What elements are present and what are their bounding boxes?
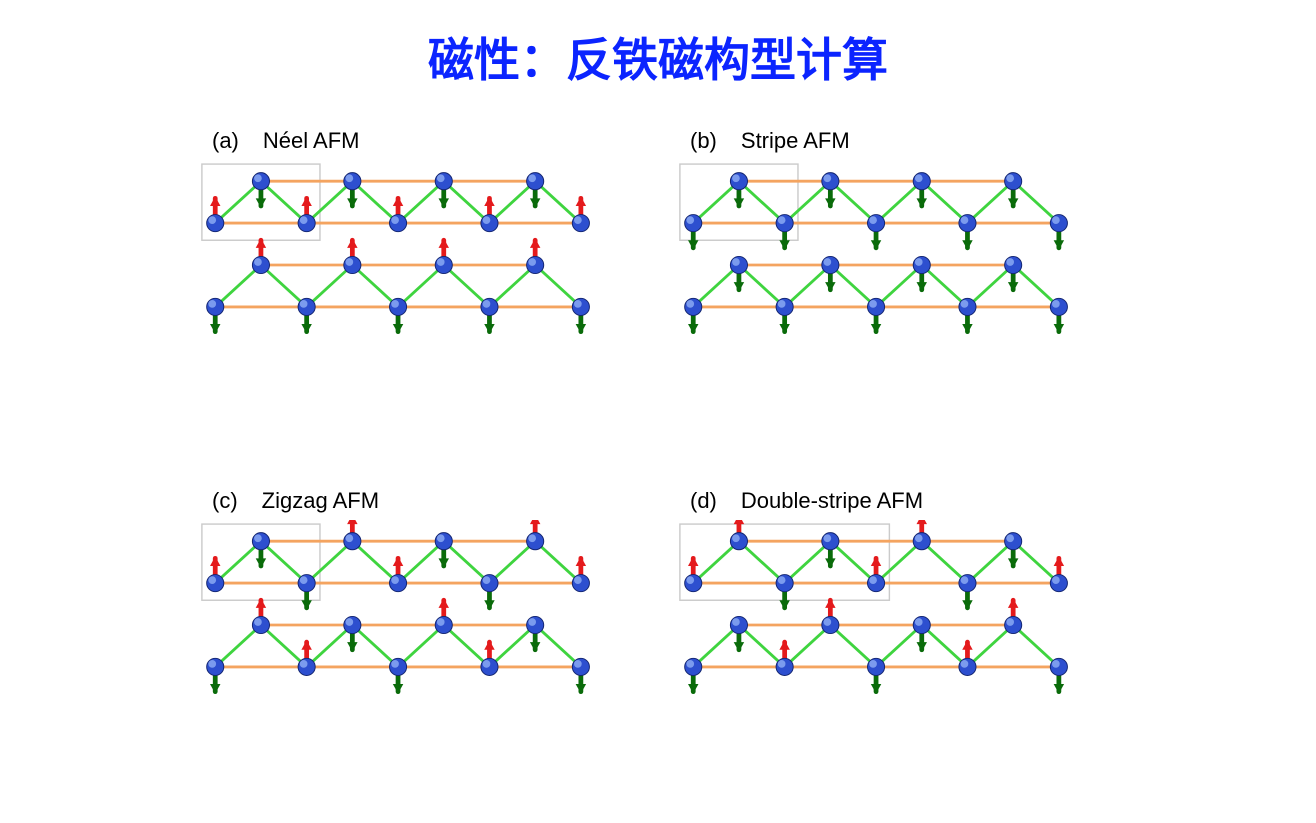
panel-a: (a) Néel AFM: [200, 132, 638, 432]
lattice-diagram: [678, 160, 1116, 410]
page-title: 磁性：反铁磁构型计算: [0, 0, 1316, 90]
panel-b: (b) Stripe AFM: [678, 132, 1116, 432]
panel-d: (d) Double-stripe AFM: [678, 492, 1116, 792]
panel-c: (c) Zigzag AFM: [200, 492, 638, 792]
panel-letter: (b): [690, 128, 717, 154]
panel-letter: (c): [212, 488, 238, 514]
panel-name: Stripe AFM: [741, 128, 850, 154]
panel-name: Double-stripe AFM: [741, 488, 923, 514]
lattice-diagram: [200, 520, 638, 770]
lattice-diagram: [200, 160, 638, 410]
panel-name: Zigzag AFM: [262, 488, 379, 514]
panel-grid: (a) Néel AFM (b) Stripe AFM (c) Zigzag A…: [200, 132, 1116, 792]
lattice-diagram: [678, 520, 1116, 770]
panel-letter: (d): [690, 488, 717, 514]
panel-name: Néel AFM: [263, 128, 360, 154]
panel-letter: (a): [212, 128, 239, 154]
